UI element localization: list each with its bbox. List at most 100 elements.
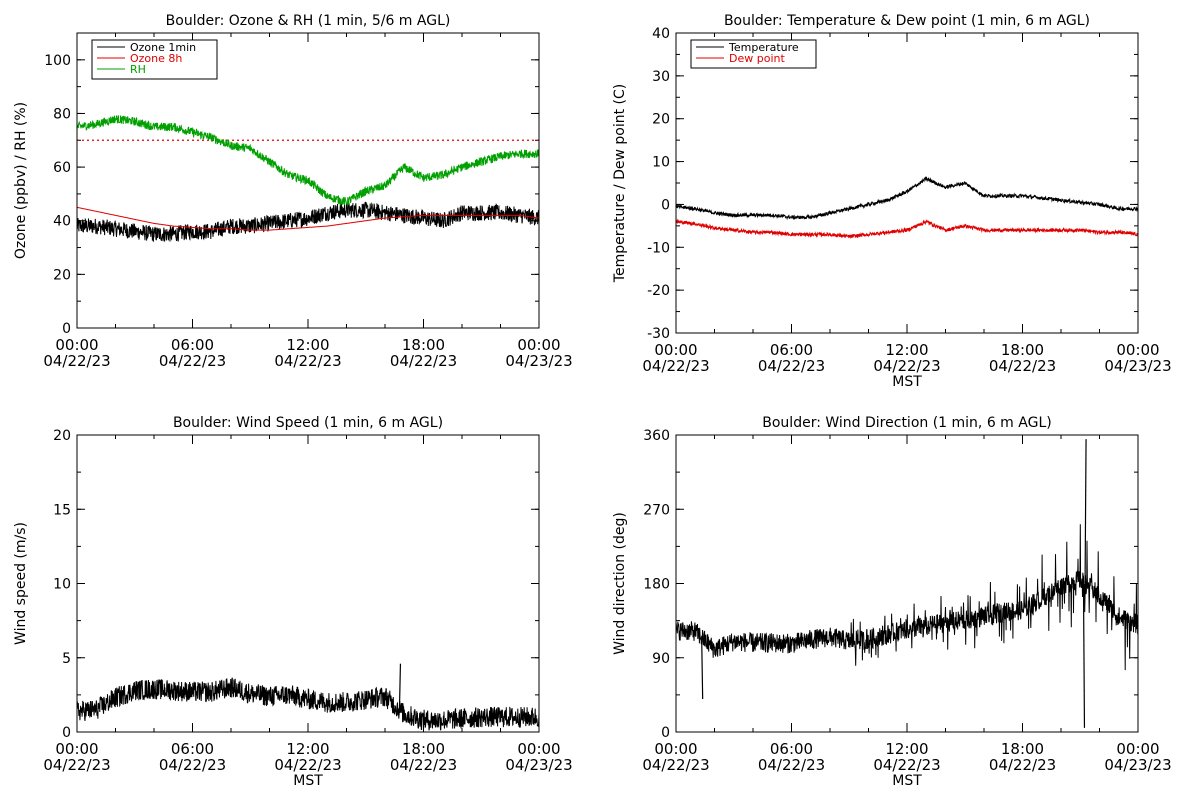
chart-title: Boulder: Ozone & RH (1 min, 5/6 m AGL)	[166, 13, 451, 29]
series-line-ozone-1min	[77, 201, 539, 242]
plot-frame	[675, 32, 1139, 334]
legend-label: Dew point	[729, 52, 785, 65]
x-tick-label-date: 04/23/23	[1104, 756, 1171, 774]
spike	[701, 637, 704, 700]
y-tick-label: -30	[647, 326, 670, 342]
y-tick-label: 0	[62, 725, 71, 741]
y-tick-label: 20	[53, 267, 71, 283]
legend-label: RH	[130, 63, 146, 76]
x-tick-label-time: 06:00	[171, 336, 214, 354]
x-tick-label-date: 04/22/23	[758, 756, 825, 774]
y-tick-label: 15	[53, 502, 71, 518]
x-tick-label-time: 18:00	[402, 336, 445, 354]
legend-box	[690, 39, 817, 69]
chart-title: Boulder: Wind Speed (1 min, 6 m AGL)	[173, 415, 443, 431]
plot-frame	[76, 32, 540, 329]
x-axis-label: MST	[293, 773, 323, 789]
x-tick-label-time: 00:00	[517, 740, 560, 758]
chart-wind-speed: Boulder: Wind Speed (1 min, 6 m AGL) Wind…	[13, 415, 573, 789]
chart-title: Boulder: Temperature & Dew point (1 min,…	[724, 13, 1090, 29]
y-axis-label: Wind speed (m/s)	[13, 522, 29, 645]
x-tick-label-time: 00:00	[1116, 341, 1159, 359]
x-tick-label-date: 04/22/23	[989, 357, 1056, 375]
x-tick-label-date: 04/22/23	[390, 352, 457, 370]
x-tick-label-time: 00:00	[55, 336, 98, 354]
x-tick-label-date: 04/22/23	[274, 756, 341, 774]
x-tick-label-date: 04/22/23	[642, 756, 709, 774]
y-tick-label: 20	[652, 112, 670, 128]
series-line-temperature	[676, 176, 1138, 221]
y-tick-label: 0	[62, 321, 71, 337]
y-tick-label: -20	[647, 283, 670, 299]
x-tick-label-time: 06:00	[171, 740, 214, 758]
x-tick-label-time: 00:00	[55, 740, 98, 758]
x-tick-label-date: 04/23/23	[1104, 357, 1171, 375]
series-line-rh	[77, 115, 539, 207]
y-tick-label: 40	[652, 26, 670, 42]
y-tick-label: -10	[647, 240, 670, 256]
y-tick-label: 80	[53, 106, 71, 122]
x-tick-label-time: 12:00	[286, 336, 329, 354]
x-tick-label-date: 04/22/23	[758, 357, 825, 375]
x-tick-label-date: 04/22/23	[43, 352, 110, 370]
x-tick-label-time: 12:00	[885, 740, 928, 758]
x-tick-label-date: 04/22/23	[989, 756, 1056, 774]
chart-temp-dew: Boulder: Temperature & Dew point (1 min,…	[612, 13, 1172, 390]
x-tick-label-date: 04/23/23	[505, 756, 572, 774]
chart-title: Boulder: Wind Direction (1 min, 6 m AGL)	[762, 415, 1051, 431]
x-axis-label: MST	[892, 374, 922, 390]
spike	[398, 663, 402, 710]
y-axis-label: Ozone (ppbv) / RH (%)	[13, 102, 29, 259]
x-axis-label: MST	[892, 773, 922, 789]
y-tick-label: 60	[53, 160, 71, 176]
plot-frame	[76, 434, 540, 733]
y-tick-label: 40	[53, 214, 71, 230]
y-tick-label: 10	[53, 577, 71, 593]
x-tick-label-time: 00:00	[654, 341, 697, 359]
x-tick-label-time: 00:00	[654, 740, 697, 758]
x-tick-label-date: 04/23/23	[505, 352, 572, 370]
y-tick-label: 270	[643, 502, 670, 518]
legend-label: Temperature	[728, 41, 799, 54]
y-tick-label: 30	[652, 69, 670, 85]
x-tick-label-date: 04/22/23	[274, 352, 341, 370]
y-tick-label: 20	[53, 428, 71, 444]
chart-wind-direction: Boulder: Wind Direction (1 min, 6 m AGL)…	[612, 415, 1172, 789]
x-tick-label-time: 00:00	[517, 336, 560, 354]
x-tick-label-date: 04/22/23	[390, 756, 457, 774]
x-tick-label-time: 18:00	[402, 740, 445, 758]
x-tick-label-time: 12:00	[885, 341, 928, 359]
y-tick-label: 10	[652, 155, 670, 171]
x-tick-label-time: 12:00	[286, 740, 329, 758]
y-axis-label: Temperature / Dew point (C)	[612, 84, 628, 283]
x-tick-label-date: 04/22/23	[642, 357, 709, 375]
y-tick-label: 100	[44, 53, 71, 69]
y-tick-label: 0	[661, 725, 670, 741]
series-line-main	[77, 677, 539, 731]
y-tick-label: 180	[643, 577, 670, 593]
y-tick-label: 360	[643, 428, 670, 444]
legend-label: Ozone 1min	[130, 41, 196, 54]
series-line-dew-point	[676, 218, 1138, 240]
x-tick-label-time: 06:00	[770, 740, 813, 758]
series-line-ozone-8h	[77, 206, 539, 231]
legend-label: Ozone 8h	[130, 52, 182, 65]
x-tick-label-date: 04/22/23	[159, 352, 226, 370]
series-line-main	[676, 524, 1138, 671]
spike	[1084, 439, 1087, 584]
x-tick-label-date: 04/22/23	[873, 357, 940, 375]
x-tick-label-time: 06:00	[770, 341, 813, 359]
plot-frame	[675, 434, 1139, 733]
x-tick-label-time: 18:00	[1001, 740, 1044, 758]
chart-ozone-rh: Boulder: Ozone & RH (1 min, 5/6 m AGL) Oz…	[13, 13, 573, 370]
x-tick-label-date: 04/22/23	[43, 756, 110, 774]
y-axis-label: Wind direction (deg)	[612, 512, 628, 655]
x-tick-label-date: 04/22/23	[159, 756, 226, 774]
y-tick-label: 90	[652, 651, 670, 667]
x-tick-label-date: 04/22/23	[873, 756, 940, 774]
panels: Boulder: Ozone & RH (1 min, 5/6 m AGL) Oz…	[13, 13, 1172, 789]
